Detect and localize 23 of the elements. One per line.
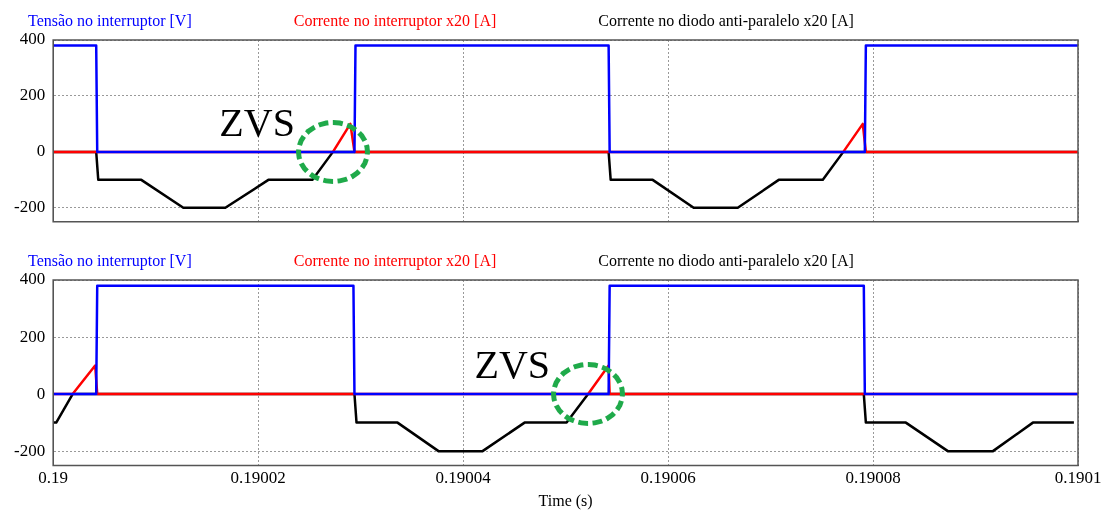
y-tick-label: -200 — [13, 440, 46, 460]
x-tick-label: 0.19008 — [845, 468, 901, 488]
y-tick-label: 200 — [19, 326, 46, 346]
text: Corrente no interruptor x20 [A] — [293, 12, 577, 31]
text: Corrente no diodo anti-paralelo x20 [A] — [598, 12, 934, 31]
x-tick-label: 0.19004 — [435, 468, 492, 488]
y-tick-label: 400 — [19, 269, 46, 289]
annotation: ZVS — [219, 99, 295, 145]
x-tick-label: 0.1901 — [1054, 468, 1102, 488]
x-tick-label: 0.19002 — [230, 468, 286, 488]
y-tick-label: 200 — [19, 85, 46, 105]
y-tick-label: -200 — [13, 197, 46, 217]
y-tick-label: 400 — [19, 29, 46, 49]
series-label: Tensão no interruptor [V] — [28, 252, 272, 271]
text: Corrente no diodo anti-paralelo x20 [A] — [598, 252, 934, 271]
text: Corrente no interruptor x20 [A] — [293, 252, 577, 271]
y-tick-label: 0 — [36, 141, 46, 161]
annotation: ZVS — [474, 342, 551, 388]
x-axis-title: Time (s) — [538, 491, 593, 510]
x-tick-label: 0.19006 — [640, 468, 696, 488]
y-tick-label: 0 — [36, 383, 46, 403]
x-tick-label: 0.19 — [38, 468, 69, 488]
series-label: Tensão no interruptor [V] — [28, 12, 272, 31]
